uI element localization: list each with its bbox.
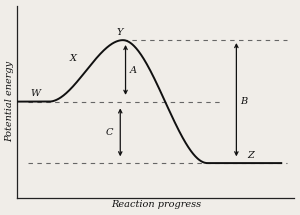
Text: X: X [70,54,77,63]
Text: Y: Y [117,28,124,37]
X-axis label: Reaction progress: Reaction progress [111,200,201,209]
Y-axis label: Potential energy: Potential energy [6,61,15,142]
Text: C: C [106,128,113,137]
Text: B: B [240,97,247,106]
Text: A: A [130,66,136,75]
Text: Z: Z [247,151,254,160]
Text: W: W [31,89,40,98]
